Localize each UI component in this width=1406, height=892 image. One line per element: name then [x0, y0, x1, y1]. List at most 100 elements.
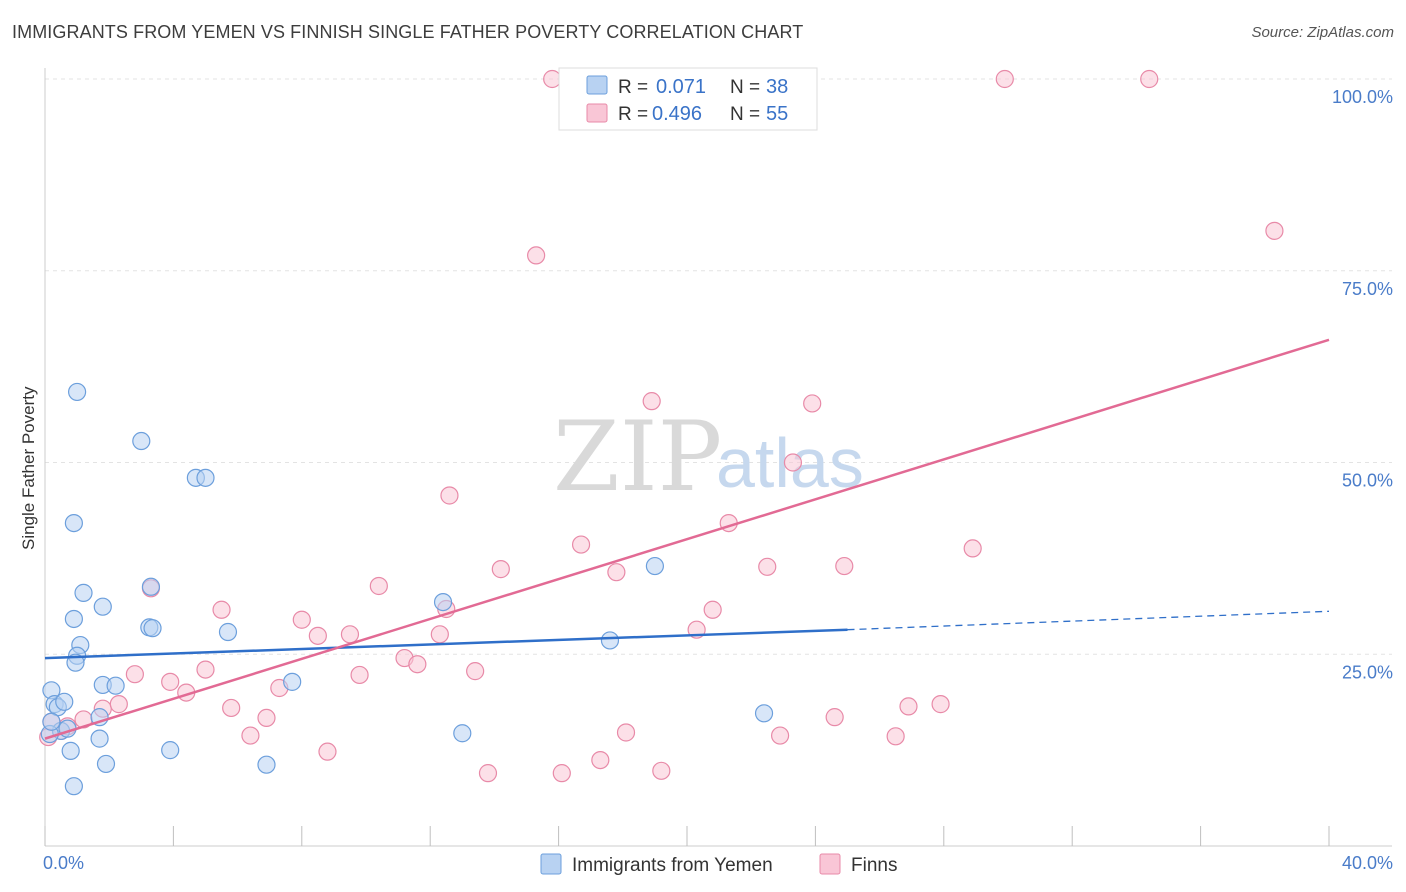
yemen-point-17	[90, 729, 109, 748]
finns-point-34	[571, 535, 591, 554]
finns-point-27	[440, 486, 459, 505]
y-tick-label-2: 75.0%	[1342, 279, 1393, 299]
yemen-trend-extension	[847, 610, 1330, 631]
correlation-legend: R = 0.071 N = 38 R = 0.496 N = 55	[558, 67, 818, 131]
yemen-point-37	[42, 712, 61, 731]
finns-point-30	[491, 560, 510, 579]
legend-r-value-1: 0.071	[656, 76, 706, 98]
x-tick-label-0: 0.0%	[43, 853, 84, 873]
bottom-legend-swatch-yemen	[540, 853, 562, 875]
yemen-point-33	[600, 631, 620, 650]
finns-point-54	[995, 69, 1014, 89]
finns-point-22	[369, 576, 388, 596]
finns-point-53	[963, 539, 982, 558]
finns-point-47	[803, 394, 822, 413]
finns-point-6	[109, 695, 128, 714]
yemen-point-20	[106, 676, 125, 695]
finns-point-14	[241, 726, 260, 745]
finns-point-19	[318, 742, 337, 761]
finns-point-13	[222, 698, 241, 718]
legend-n-label-1: N =	[730, 77, 760, 98]
axes	[44, 68, 1392, 847]
yemen-point-4	[55, 692, 74, 711]
finns-point-51	[899, 697, 918, 716]
bottom-legend-label-finns: Finns	[851, 855, 897, 876]
yemen-point-22	[141, 577, 161, 596]
series-legend: Immigrants from Yemen Finns	[540, 853, 897, 876]
yemen-point-7	[64, 777, 83, 796]
yemen-trend-line	[44, 628, 848, 660]
x-tick-label-1: 40.0%	[1342, 853, 1393, 873]
finns-point-33	[552, 764, 571, 783]
legend-r-label-2: R =	[618, 104, 648, 125]
legend-r-value-2: 0.496	[652, 103, 702, 125]
finns-point-29	[478, 764, 498, 783]
finns-point-7	[125, 665, 144, 684]
finns-point-52	[931, 695, 950, 714]
yemen-point-25	[161, 741, 180, 760]
bottom-legend-label-yemen: Immigrants from Yemen	[572, 855, 773, 876]
yemen-point-31	[433, 592, 453, 612]
legend-swatch-finns	[586, 103, 608, 123]
finns-point-56	[1265, 221, 1284, 240]
yemen-point-18	[96, 754, 116, 774]
finns-point-45	[770, 726, 790, 745]
finns-point-46	[783, 453, 803, 472]
bottom-legend-swatch-finns	[819, 853, 841, 875]
legend-n-value-2: 55	[766, 103, 788, 125]
yemen-point-32	[453, 724, 472, 743]
y-tick-label-0: 25.0%	[1342, 662, 1393, 682]
finns-point-55	[1140, 69, 1159, 89]
finns-point-35	[591, 750, 610, 770]
legend-n-value-1: 38	[766, 76, 788, 98]
yemen-point-29	[257, 755, 276, 774]
yemen-point-30	[283, 672, 302, 691]
finns-point-18	[308, 626, 327, 645]
y-tick-label-1: 50.0%	[1342, 471, 1393, 491]
finns-point-48	[825, 708, 844, 727]
finns-point-25	[430, 625, 449, 644]
yemen-point-35	[754, 704, 774, 723]
yemen-point-6	[61, 741, 80, 760]
finns-point-50	[886, 727, 905, 746]
watermark-zip: ZIP	[553, 401, 722, 513]
finns-point-38	[642, 392, 661, 411]
finns-point-24	[408, 655, 427, 674]
finns-point-39	[652, 761, 671, 780]
chart-title: IMMIGRANTS FROM YEMEN VS FINNISH SINGLE …	[12, 22, 804, 42]
yemen-point-27	[196, 468, 215, 487]
finns-point-9	[161, 672, 180, 691]
finns-point-36	[607, 563, 626, 582]
chart-source: Source: ZipAtlas.com	[1251, 24, 1394, 41]
finns-point-15	[257, 708, 276, 728]
finns-point-21	[350, 665, 369, 685]
finns-point-41	[703, 600, 722, 619]
yemen-point-24	[143, 619, 162, 638]
finns-point-17	[292, 610, 311, 629]
yemen-point-11	[64, 609, 83, 629]
yemen-points	[40, 382, 774, 796]
yemen-point-15	[93, 597, 112, 616]
finns-points	[39, 69, 1284, 783]
finns-trend-line	[44, 338, 1330, 740]
finns-point-49	[835, 556, 854, 576]
yemen-point-14	[66, 653, 85, 672]
finns-point-28	[466, 662, 485, 681]
finns-point-20	[340, 625, 360, 644]
yemen-point-21	[132, 431, 151, 451]
finns-point-37	[616, 723, 636, 742]
finns-point-12	[212, 600, 231, 619]
tick-labels: 25.0% 50.0% 75.0% 100.0% 0.0% 40.0%	[43, 87, 1393, 873]
legend-r-label-1: R =	[618, 77, 648, 98]
finns-point-11	[196, 660, 215, 679]
y-axis-label: Single Father Poverty	[19, 386, 38, 550]
y-tick-label-3: 100.0%	[1332, 87, 1393, 107]
legend-n-label-2: N =	[730, 104, 760, 125]
finns-point-44	[758, 557, 777, 576]
finns-point-32	[543, 69, 562, 89]
yemen-point-9	[64, 513, 83, 533]
yemen-point-28	[218, 622, 238, 642]
trend-lines	[44, 338, 1330, 740]
gridlines	[45, 78, 1392, 655]
finns-point-31	[527, 246, 546, 265]
